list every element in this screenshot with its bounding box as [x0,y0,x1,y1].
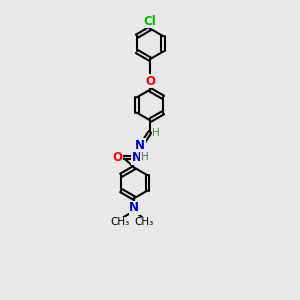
Text: H: H [141,152,149,162]
Text: CH₃: CH₃ [111,217,130,227]
Text: N: N [135,139,145,152]
Text: CH₃: CH₃ [135,217,154,227]
Text: N: N [129,201,139,214]
Text: O: O [112,151,122,164]
Text: H: H [152,128,160,138]
Text: N: N [132,151,142,164]
Text: Cl: Cl [144,15,156,28]
Text: O: O [145,75,155,88]
